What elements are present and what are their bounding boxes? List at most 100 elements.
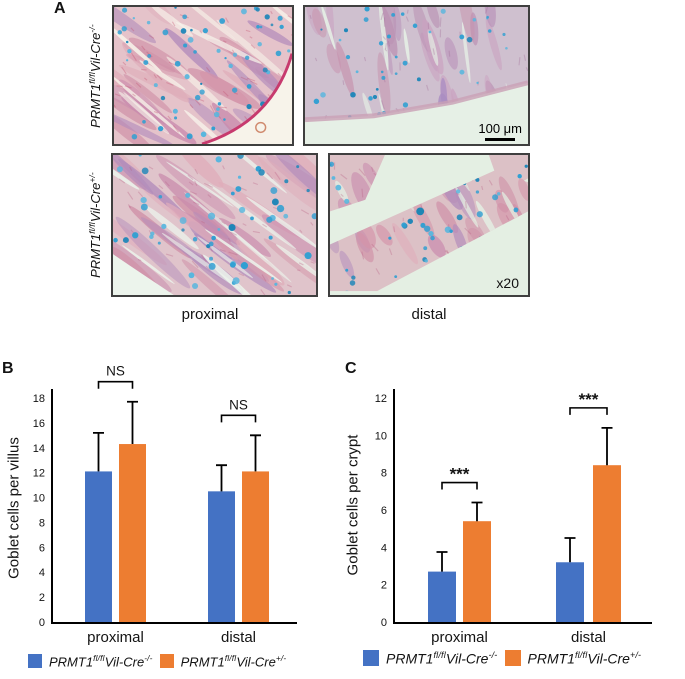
chart-b-legend: PRMT1fl/flVil-Cre-/- PRMT1fl/flVil-Cre+/…: [28, 653, 286, 669]
significance-label: ***: [450, 465, 470, 484]
significance-label: NS: [229, 397, 248, 412]
genotype-allele-superscript: -/-: [86, 24, 97, 33]
magnification-label: x20: [496, 275, 519, 291]
legend-label-cre-pos: PRMT1fl/flVil-Cre+/-: [528, 650, 642, 667]
genotype-gene-superscript: fl/fl: [433, 650, 446, 660]
genotype-allele: Vil-Cre: [104, 654, 145, 670]
error-bar-distal-cre_pos: [601, 426, 613, 466]
panel-b-label: B: [2, 360, 14, 377]
legend-swatch-cre-neg: [363, 650, 379, 667]
bar-distal-cre_pos: [593, 465, 621, 622]
y-tick-label: 6: [381, 505, 387, 517]
y-tick-label: 12: [375, 393, 387, 405]
column-label-distal: distal: [411, 306, 447, 323]
genotype-gene: PRMT1: [386, 650, 434, 667]
tissue-edge: [201, 53, 292, 144]
genotype-gene-superscript: fl/fl: [574, 650, 588, 660]
error-bar-proximal-cre_neg: [436, 551, 448, 572]
muscularis-layer: [305, 80, 528, 123]
genotype-allele-superscript: +/-: [629, 650, 642, 660]
genotype-allele-superscript: +/-: [275, 653, 287, 663]
y-tick-label: 8: [381, 468, 387, 480]
significance-bracket: [97, 380, 134, 389]
panel-c-label: C: [345, 360, 357, 377]
significance-bracket: [441, 481, 478, 490]
genotype-gene-superscript: fl/fl: [224, 653, 237, 663]
error-bar-proximal-cre_pos: [127, 400, 138, 445]
column-label-proximal: proximal: [181, 306, 239, 323]
significance-bracket: [220, 414, 257, 423]
significance-bracket: [569, 407, 608, 415]
histology-image: [114, 7, 292, 144]
error-bar-distal-cre_neg: [216, 464, 227, 492]
genotype-allele-superscript: -/-: [488, 650, 498, 660]
genotype-gene: PRMT1: [88, 233, 104, 278]
scale-bar-line: [485, 138, 515, 141]
micrograph-proximal-cre-pos: [111, 153, 318, 297]
goblet-cell-dots: [113, 155, 316, 295]
genotype-gene-superscript: fl/fl: [86, 222, 97, 234]
y-tick-label: 2: [39, 592, 45, 604]
bar-proximal-cre_pos: [463, 521, 491, 622]
bubble-artifact: [255, 121, 267, 134]
scale-bar-label: 100 μm: [478, 120, 522, 136]
genotype-gene: PRMT1: [527, 650, 575, 667]
y-tick-label: 16: [33, 418, 45, 430]
axis: [393, 389, 652, 624]
legend-label-cre-neg: PRMT1fl/flVil-Cre-/-: [386, 650, 498, 667]
chart-c-legend: PRMT1fl/flVil-Cre-/- PRMT1fl/flVil-Cre+/…: [363, 650, 641, 667]
genotype-gene-superscript: fl/fl: [93, 653, 105, 663]
genotype-gene-superscript: fl/fl: [86, 72, 97, 84]
micrograph-proximal-cre-neg: [112, 5, 294, 146]
bar-proximal-cre_pos: [119, 444, 146, 622]
histology-image: [113, 155, 316, 295]
bar-proximal-cre_neg: [85, 471, 112, 622]
genotype-gene: PRMT1: [88, 83, 104, 128]
legend-swatch-cre-pos: [159, 654, 174, 669]
y-tick-label: 8: [39, 517, 45, 529]
y-tick-label: 2: [381, 580, 387, 592]
y-tick-label: 4: [39, 567, 45, 579]
y-tick-label: 10: [375, 430, 387, 442]
y-tick-label: 10: [33, 493, 45, 505]
scale-bar: 100 μm: [478, 120, 522, 141]
significance-label: ***: [579, 390, 599, 409]
villi-tissue: [113, 155, 316, 295]
x-category-label: distal: [221, 629, 256, 646]
legend-label-cre-pos: PRMT1fl/flVil-Cre+/-: [181, 653, 287, 669]
x-category-label: distal: [571, 629, 606, 646]
chart-goblet-cells-per-villus: 0 2 4 6 8 10 12 14 16 18 proximal distal NS NS: [33, 364, 297, 646]
histology-image: [305, 7, 528, 144]
x-category-label: proximal: [431, 629, 488, 646]
y-tick-label: 6: [39, 542, 45, 554]
micrograph-distal-cre-neg: 100 μm: [303, 5, 530, 146]
error-bar-proximal-cre_neg: [93, 431, 104, 472]
y-tick-label: 14: [33, 443, 45, 455]
genotype-gene: PRMT1: [180, 654, 225, 670]
y-tick-label: 18: [33, 393, 45, 405]
y-tick-label: 12: [33, 468, 45, 480]
bar-distal-cre_neg: [556, 562, 584, 622]
chart-goblet-cells-per-crypt: 0 2 4 6 8 10 12 proximal distal *** ***: [375, 389, 652, 646]
bar-distal-cre_pos: [242, 471, 269, 622]
y-tick-label: 0: [381, 617, 387, 629]
genotype-allele: Vil-Cre: [587, 650, 630, 667]
stain-blob: [416, 207, 425, 216]
y-tick-label: 4: [381, 542, 387, 554]
genotype-allele: Vil-Cre: [445, 650, 489, 667]
error-bar-distal-cre_neg: [564, 537, 576, 563]
genotype-allele: Vil-Cre: [88, 32, 104, 73]
genotype-allele-superscript: -/-: [144, 653, 153, 663]
error-bar-distal-cre_pos: [250, 434, 261, 472]
axis: [51, 389, 297, 624]
legend-swatch-cre-neg: [28, 654, 42, 669]
legend-label-cre-neg: PRMT1fl/flVil-Cre-/-: [49, 653, 153, 669]
bar-proximal-cre_neg: [428, 571, 456, 622]
error-bar-proximal-cre_pos: [471, 501, 483, 522]
panel-a-label: A: [54, 0, 66, 17]
micrograph-distal-cre-pos: x20: [328, 153, 530, 297]
histology-image: [330, 155, 528, 295]
bar-distal-cre_neg: [208, 491, 235, 622]
y-tick-label: 0: [39, 617, 45, 629]
